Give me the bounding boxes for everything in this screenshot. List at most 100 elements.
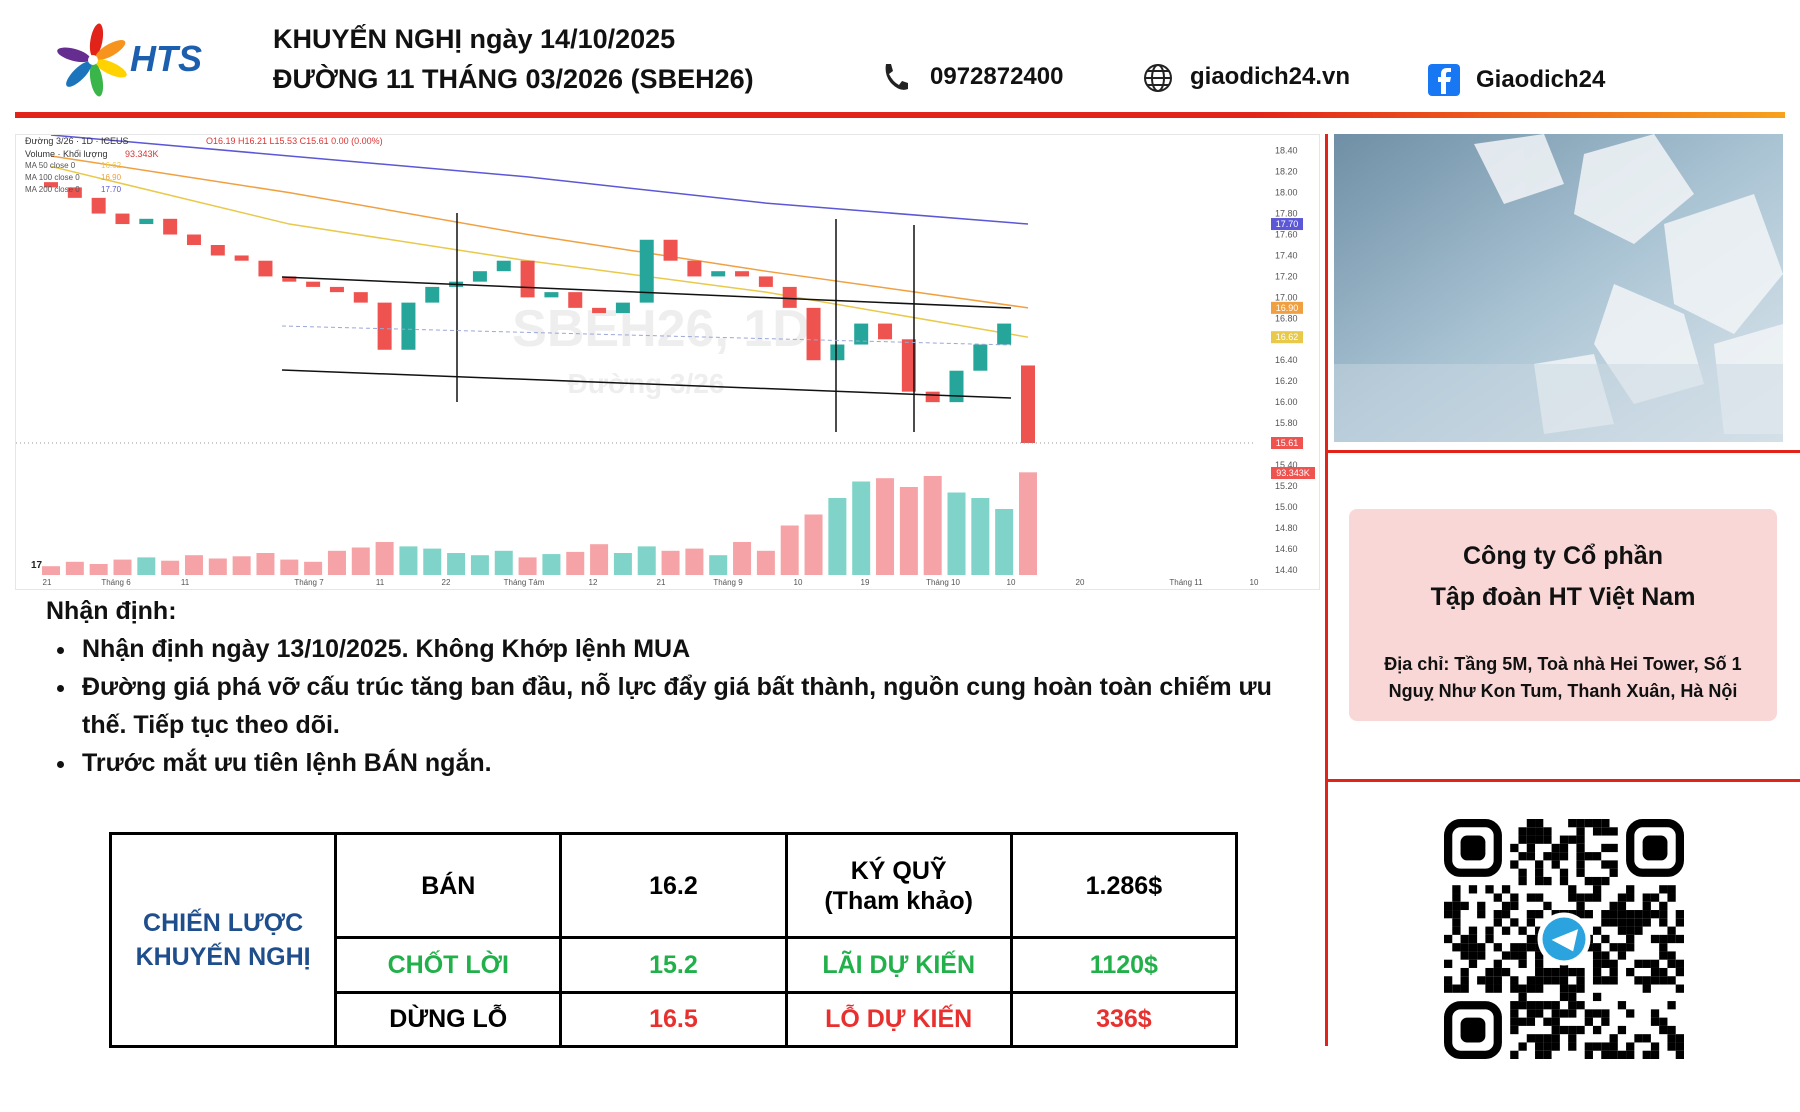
qr-module [1626, 910, 1635, 919]
volume-bar [113, 559, 132, 575]
company-name: Công ty Cổ phần [1463, 542, 1663, 570]
volume-bar [566, 551, 585, 575]
analysis-bullet: Đường giá phá vỡ cấu trúc tăng ban đầu, … [78, 668, 1306, 744]
qr-module [1601, 976, 1610, 985]
volume-bar [733, 542, 752, 575]
qr-module [1559, 984, 1569, 993]
qr-module [1576, 910, 1585, 919]
qr-module [1526, 984, 1536, 993]
cell: KÝ QUỸ (Tham khảo) [784, 831, 1013, 940]
volume-bar [613, 553, 632, 575]
qr-module [1568, 1001, 1577, 1010]
qr-module [1667, 885, 1676, 894]
qr-module [1568, 984, 1577, 993]
qr-module [1592, 819, 1602, 828]
cell: DỪNG LỖ [334, 990, 563, 1048]
qr-module [1543, 1017, 1552, 1026]
candle [67, 187, 82, 198]
candle [592, 307, 607, 314]
qr-module [1559, 1025, 1569, 1035]
qr-module [1584, 1009, 1593, 1018]
volume-bar [923, 476, 942, 575]
qr-module [1592, 1009, 1602, 1018]
qr-module [1626, 967, 1635, 977]
qr-module [1667, 951, 1676, 960]
qr-module [1601, 934, 1610, 944]
qr-module [1642, 976, 1651, 985]
volume-bar [876, 478, 895, 575]
x-tick-label: 11 [181, 578, 190, 587]
phone[interactable]: 0972872400 [930, 63, 1064, 90]
qr-module [1634, 926, 1643, 935]
qr-module [1650, 959, 1660, 968]
address: Nguỵ Như Kon Tum, Thanh Xuân, Hà Nội [1388, 681, 1738, 701]
x-tick-label: 22 [442, 578, 451, 587]
qr-module [1559, 876, 1569, 886]
qr-module [1485, 934, 1494, 944]
cell-line: KÝ QUỸ [850, 856, 947, 885]
volume-bar [351, 547, 370, 575]
y-tick-label: 18.40 [1275, 146, 1298, 156]
qr-module [1609, 868, 1618, 877]
qr-module [1626, 918, 1635, 927]
chart-title: Đường 3/26 · 1D · ICEUS [25, 136, 128, 146]
qr-module [1460, 951, 1469, 960]
qr-module [1559, 967, 1569, 977]
qr-module [1617, 1025, 1627, 1035]
qr-module [1518, 1042, 1527, 1051]
candle [758, 276, 773, 287]
qr-module [1650, 893, 1660, 902]
qr-module [1576, 852, 1585, 861]
qr-module [1617, 1001, 1627, 1010]
qr-module [1675, 1050, 1684, 1059]
qr-finder [1642, 835, 1668, 861]
cell: BÁN [334, 831, 563, 940]
volume-bar [685, 548, 704, 575]
y-tick-label: 14.60 [1275, 544, 1298, 554]
qr-module [1659, 885, 1668, 894]
qr-module [1592, 926, 1602, 935]
qr-module [1526, 910, 1536, 919]
qr-module [1493, 984, 1502, 993]
qr-module [1477, 910, 1486, 919]
qr-module [1477, 951, 1486, 960]
y-tick-label: 18.00 [1275, 188, 1298, 198]
qr-module [1609, 843, 1618, 853]
volume-bar [971, 498, 990, 575]
candle [925, 391, 940, 403]
candle [234, 255, 249, 261]
volume-bar [42, 566, 60, 575]
qr-module [1535, 835, 1544, 844]
volume-bar [304, 561, 323, 575]
qr-module [1659, 951, 1668, 960]
candle [568, 292, 583, 308]
website[interactable]: giaodich24.vn [1190, 63, 1351, 90]
volume-bar [590, 544, 609, 575]
qr-module [1543, 835, 1552, 844]
volume-bar [256, 553, 275, 575]
qr-module [1642, 918, 1651, 927]
qr-code[interactable] [1444, 819, 1684, 1059]
volume-bar [899, 487, 918, 575]
qr-module [1576, 1001, 1585, 1010]
qr-module [1675, 967, 1684, 977]
ma-legend-value: 17.70 [101, 185, 122, 194]
qr-module [1444, 976, 1453, 985]
qr-module [1543, 901, 1552, 911]
qr-module [1650, 967, 1660, 977]
volume-bar [65, 561, 84, 575]
volume-bar [423, 548, 442, 575]
volume-bar [89, 564, 108, 575]
qr-finder [1460, 835, 1486, 861]
qr-module [1493, 976, 1502, 985]
qr-module [1626, 1009, 1635, 1018]
qr-module [1535, 1042, 1544, 1051]
qr-module [1551, 1042, 1560, 1051]
qr-module [1526, 893, 1536, 902]
y-tick-label: 15.80 [1275, 418, 1298, 428]
qr-module [1551, 843, 1560, 853]
qr-module [1675, 1034, 1684, 1043]
candle [615, 302, 630, 314]
qr-module [1675, 910, 1684, 919]
facebook[interactable]: Giaodich24 [1476, 66, 1606, 93]
